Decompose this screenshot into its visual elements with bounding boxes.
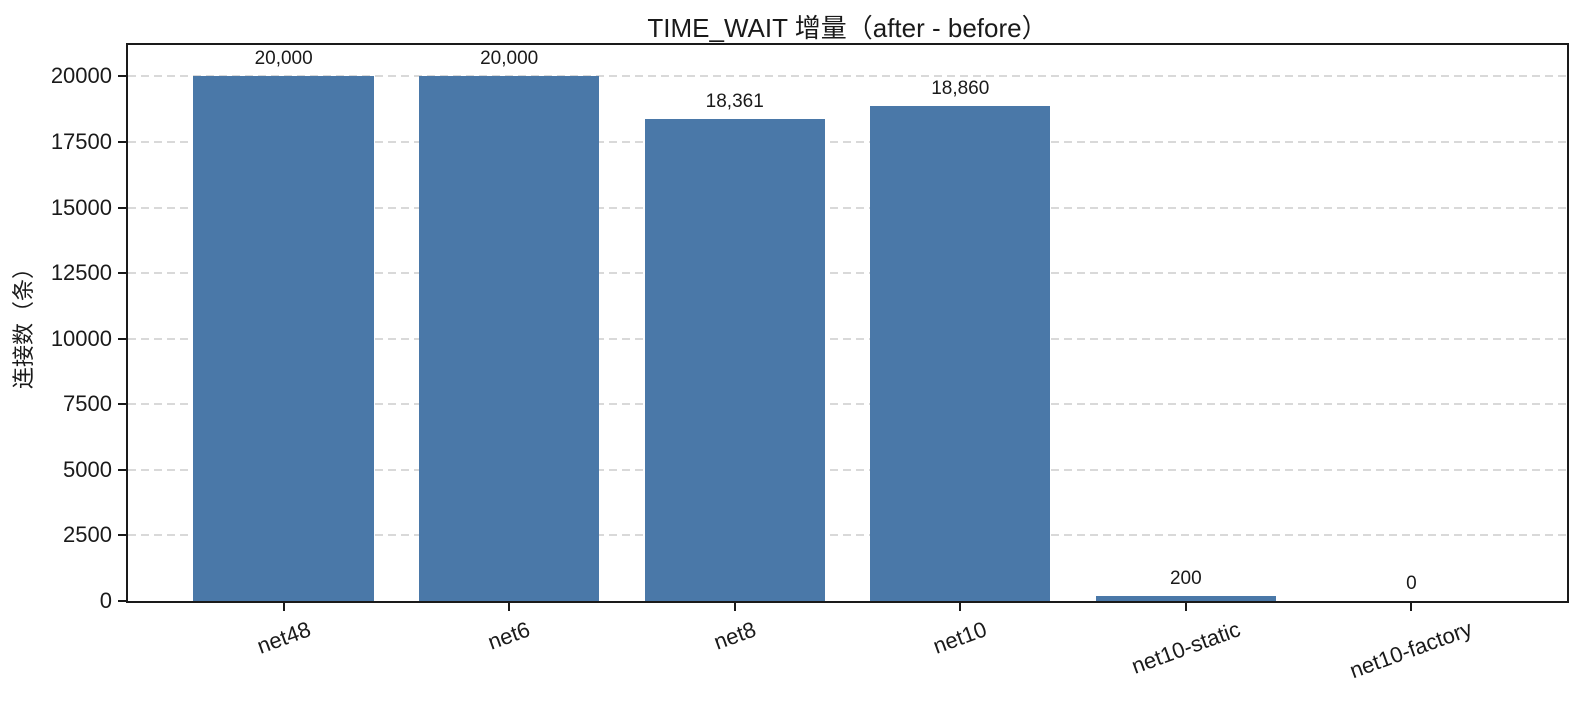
gridline [128, 206, 1567, 209]
y-tick [118, 206, 126, 209]
y-tick-label: 12500 [50, 260, 112, 286]
y-tick-label: 5000 [63, 456, 112, 482]
x-tick-label: net10-static [1127, 615, 1244, 679]
x-tick-label: net48 [253, 615, 314, 659]
bar-value-label: 18,860 [931, 78, 990, 100]
gridline [128, 403, 1567, 406]
x-tick [733, 603, 736, 611]
y-tick-label: 7500 [63, 391, 112, 417]
y-tick [118, 141, 126, 144]
gridline [128, 272, 1567, 275]
gridline [128, 468, 1567, 471]
bar [644, 119, 825, 601]
x-tick [1184, 603, 1187, 611]
gridline [128, 75, 1567, 78]
gridline [128, 534, 1567, 537]
bar-value-label: 18,361 [705, 91, 764, 113]
y-tick [118, 403, 126, 406]
bar [1095, 595, 1277, 601]
x-tick-label: net10 [929, 615, 991, 659]
y-tick [118, 468, 126, 471]
y-tick-label: 17500 [50, 129, 112, 155]
bar [870, 106, 1051, 601]
x-tick-label: net10-factory [1346, 615, 1476, 684]
bar-value-label: 200 [1169, 567, 1202, 589]
y-tick [118, 75, 126, 78]
y-tick-label: 20000 [50, 63, 112, 89]
y-tick-label: 15000 [50, 194, 112, 220]
gridline [128, 141, 1567, 144]
x-tick [508, 603, 511, 611]
y-tick [118, 534, 126, 537]
x-tick-label: net6 [484, 615, 534, 655]
gridline [128, 337, 1567, 340]
y-tick [118, 337, 126, 340]
x-tick-label: net8 [710, 615, 759, 655]
bar-value-label: 0 [1406, 573, 1417, 594]
bar-value-label: 20,000 [254, 48, 313, 70]
bar-value-label: 20,000 [480, 48, 539, 70]
y-tick-label: 2500 [63, 522, 112, 548]
bar [193, 76, 374, 601]
y-tick-label: 0 [99, 588, 112, 613]
y-tick-label: 10000 [50, 325, 112, 351]
x-tick [282, 603, 285, 611]
x-tick [1410, 603, 1413, 611]
bar [418, 76, 600, 601]
chart-title: TIME_WAIT 增量（after - before） [647, 13, 1048, 43]
y-tick [118, 600, 126, 602]
y-tick [118, 272, 126, 275]
x-tick [959, 603, 962, 611]
plot-area: 20,000 20,000 18,361 18,860 200 0 [128, 45, 1567, 601]
